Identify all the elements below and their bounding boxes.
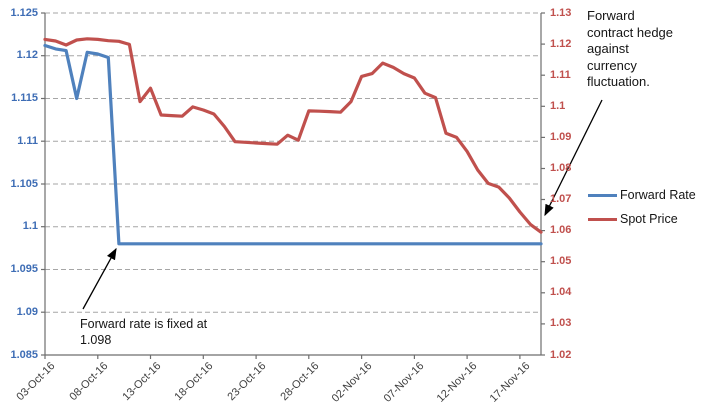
left-axis-tick-label: 1.125: [10, 6, 38, 19]
left-axis-tick-label: 1.085: [10, 348, 38, 361]
spot-price-line: [43, 37, 543, 234]
right-axis-tick-label: 1.09: [550, 130, 572, 143]
legend-label-forward-rate: Forward Rate: [620, 188, 696, 202]
annotation-hedge-note: Forward contract hedge against currency …: [587, 8, 674, 89]
right-axis-tick-label: 1.08: [550, 162, 572, 174]
annotation-forward-rate-fixed: Forward rate is fixed at 1.098: [80, 317, 208, 347]
legend-label-spot-price: Spot Price: [620, 212, 678, 226]
forward-rate-line: [43, 43, 543, 246]
right-axis-tick-label: 1.11: [550, 68, 571, 81]
right-axis-tick-label: 1.02: [550, 348, 572, 361]
left-axis-tick-label: 1.115: [11, 92, 38, 104]
left-axis-tick-label: 1.105: [10, 177, 38, 190]
left-axis-tick-label: 1.095: [10, 263, 38, 275]
right-axis-tick-label: 1.12: [550, 37, 572, 50]
right-axis-tick-label: 1.1: [550, 99, 566, 112]
hedge-annotation-arrow: [544, 99, 603, 217]
forward-rate-line-swatch: [588, 193, 617, 197]
right-axis-tick-label: 1.07: [550, 193, 572, 205]
left-axis-tick-label: 1.09: [16, 305, 38, 318]
spot-price-line-swatch: [588, 217, 617, 221]
left-axis-tick-label: 1.1: [22, 220, 38, 233]
left-axis-tick-label: 1.12: [16, 49, 38, 62]
fixed-rate-annotation-arrow: [82, 247, 117, 310]
legend-item-spot-price: Spot Price: [588, 212, 678, 226]
right-axis-tick-label: 1.04: [550, 286, 572, 299]
left-axis-tick-label: 1.11: [17, 134, 38, 147]
right-axis-tick-label: 1.13: [550, 6, 572, 19]
right-axis-tick-label: 1.06: [550, 224, 572, 237]
right-axis-tick-label: 1.05: [550, 255, 572, 268]
right-axis-tick-label: 1.03: [550, 317, 572, 330]
legend-item-forward-rate: Forward Rate: [588, 188, 696, 202]
